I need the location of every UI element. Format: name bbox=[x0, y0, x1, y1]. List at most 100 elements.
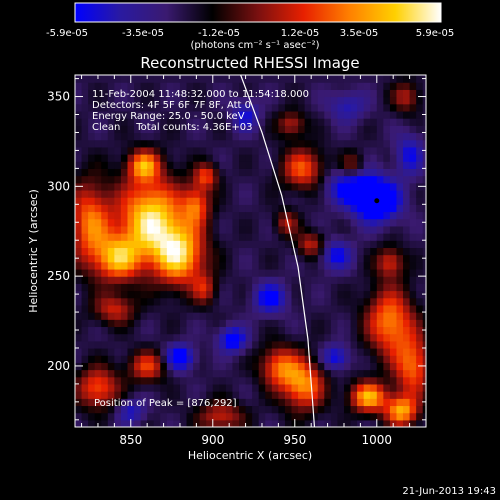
heatmap-cell bbox=[107, 304, 115, 313]
heatmap-cell bbox=[376, 146, 384, 155]
heatmap-cell bbox=[239, 355, 247, 363]
heatmap-cell bbox=[284, 412, 293, 421]
heatmap-cell bbox=[245, 383, 253, 392]
heatmap-cell bbox=[206, 290, 214, 299]
heatmap-cell bbox=[173, 240, 181, 249]
heatmap-cell bbox=[81, 247, 89, 256]
heatmap-cell bbox=[225, 139, 234, 148]
heatmap-cell bbox=[101, 383, 109, 392]
heatmap-cell bbox=[370, 211, 378, 220]
heatmap-cell bbox=[88, 110, 96, 119]
heatmap-cell bbox=[127, 110, 135, 119]
heatmap-cell bbox=[409, 103, 417, 112]
heatmap-cell bbox=[147, 347, 155, 356]
heatmap-cell bbox=[383, 89, 391, 98]
heatmap-cell bbox=[134, 154, 142, 162]
heatmap-cell bbox=[389, 132, 398, 141]
heatmap-cell bbox=[134, 297, 142, 306]
heatmap-cell bbox=[343, 312, 352, 320]
heatmap-cell bbox=[225, 154, 234, 162]
heatmap-cell bbox=[409, 326, 417, 335]
heatmap-cell bbox=[370, 254, 378, 263]
heatmap-cell bbox=[337, 369, 345, 378]
heatmap-cell bbox=[258, 304, 266, 313]
heatmap-cell bbox=[252, 211, 260, 220]
heatmap-cell bbox=[278, 312, 286, 320]
heatmap-cell bbox=[153, 161, 161, 169]
heatmap-cell bbox=[219, 319, 227, 328]
heatmap-cell bbox=[252, 297, 260, 306]
heatmap-cell bbox=[422, 383, 426, 392]
heatmap-cell bbox=[258, 110, 266, 119]
heatmap-cell bbox=[153, 132, 161, 141]
heatmap-cell bbox=[304, 189, 312, 198]
heatmap-cell bbox=[304, 125, 312, 134]
heatmap-cell bbox=[252, 391, 260, 399]
heatmap-cell bbox=[376, 383, 384, 392]
heatmap-cell bbox=[173, 96, 181, 105]
heatmap-cell bbox=[219, 340, 227, 349]
heatmap-cell bbox=[88, 304, 96, 313]
heatmap-cell bbox=[239, 154, 247, 162]
heatmap-cell bbox=[212, 82, 220, 90]
heatmap-cell bbox=[422, 197, 426, 205]
heatmap-cell bbox=[160, 319, 168, 328]
heatmap-cell bbox=[212, 283, 220, 292]
heatmap-cell bbox=[258, 369, 266, 378]
heatmap-cell bbox=[291, 89, 299, 98]
heatmap-cell bbox=[416, 132, 424, 141]
heatmap-cell bbox=[298, 161, 306, 169]
heatmap-cell bbox=[81, 233, 89, 241]
heatmap-cell bbox=[376, 96, 384, 105]
heatmap-cell bbox=[284, 405, 293, 414]
heatmap-cell bbox=[363, 340, 371, 349]
heatmap-cell bbox=[173, 197, 181, 205]
heatmap-cell bbox=[284, 304, 293, 313]
heatmap-cell bbox=[186, 312, 194, 320]
heatmap-cell bbox=[416, 211, 424, 220]
heatmap-cell bbox=[147, 254, 155, 263]
heatmap-cell bbox=[271, 333, 279, 342]
heatmap-cell bbox=[350, 369, 358, 378]
heatmap-cell bbox=[265, 405, 273, 414]
heatmap-cell bbox=[147, 355, 155, 363]
heatmap-cell bbox=[94, 118, 102, 126]
heatmap-cell bbox=[291, 96, 299, 105]
heatmap-cell bbox=[291, 355, 299, 363]
heatmap-cell bbox=[225, 326, 234, 335]
heatmap-cell bbox=[140, 132, 148, 141]
heatmap-cell bbox=[101, 75, 109, 83]
heatmap-cell bbox=[114, 405, 122, 414]
heatmap-cell bbox=[245, 405, 253, 414]
heatmap-cell bbox=[422, 376, 426, 385]
heatmap-cell bbox=[343, 419, 352, 427]
heatmap-cell bbox=[173, 283, 181, 292]
heatmap-cell bbox=[173, 369, 181, 378]
heatmap-cell bbox=[343, 132, 352, 141]
heatmap-cell bbox=[81, 340, 89, 349]
heatmap-cell bbox=[265, 197, 273, 205]
heatmap-cell bbox=[147, 391, 155, 399]
heatmap-cell bbox=[127, 204, 135, 213]
heatmap-cell bbox=[232, 276, 240, 284]
heatmap-cell bbox=[304, 398, 312, 407]
heatmap-cell bbox=[383, 398, 391, 407]
heatmap-cell bbox=[134, 247, 142, 256]
heatmap-cell bbox=[94, 132, 102, 141]
heatmap-cell bbox=[363, 362, 371, 371]
heatmap-cell bbox=[206, 297, 214, 306]
heatmap-cell bbox=[186, 261, 194, 270]
heatmap-cell bbox=[416, 355, 424, 363]
heatmap-cell bbox=[147, 412, 155, 421]
plot-frame bbox=[74, 74, 427, 428]
heatmap-cell bbox=[199, 290, 207, 299]
heatmap-cell bbox=[304, 139, 312, 148]
heatmap-cell bbox=[186, 369, 194, 378]
heatmap-cell bbox=[271, 283, 279, 292]
x-axis-label: Heliocentric X (arcsec) bbox=[188, 449, 312, 462]
heatmap-cell bbox=[376, 211, 384, 220]
heatmap-cell bbox=[389, 347, 398, 356]
heatmap-cell bbox=[422, 225, 426, 234]
heatmap-cell bbox=[114, 182, 122, 191]
heatmap-cell bbox=[330, 326, 339, 335]
